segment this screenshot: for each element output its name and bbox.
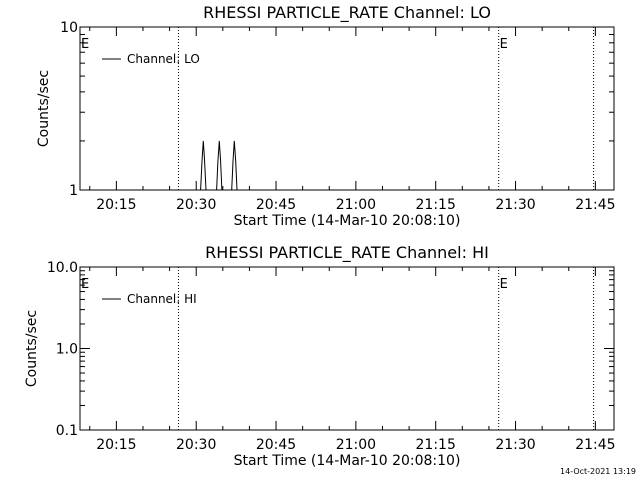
- x-tick-label: 21:15: [416, 437, 456, 453]
- y-tick-label: 1.0: [56, 342, 78, 358]
- x-tick-label: 21:45: [575, 197, 615, 213]
- event-label: E: [81, 37, 89, 52]
- x-tick-label: 21:00: [336, 437, 376, 453]
- x-tick-label: 20:45: [256, 197, 296, 213]
- x-tick-label: 20:15: [96, 197, 136, 213]
- chart-title: RHESSI PARTICLE_RATE Channel: HI: [205, 243, 489, 263]
- x-tick-label: 21:30: [495, 437, 535, 453]
- x-tick-label: 21:15: [416, 197, 456, 213]
- event-label: E: [81, 277, 89, 292]
- legend-entry-label: Channel: LO: [127, 52, 200, 66]
- chart-title: RHESSI PARTICLE_RATE Channel: LO: [203, 3, 491, 23]
- panel-hi: RHESSI PARTICLE_RATE Channel: HI Start T…: [24, 243, 616, 469]
- x-tick-label: 20:30: [176, 437, 216, 453]
- legend-entry-label: Channel: HI: [127, 292, 197, 306]
- y-axis-label: Counts/sec: [24, 310, 40, 387]
- x-axis-label: Start Time (14-Mar-10 20:08:10): [234, 453, 461, 469]
- x-tick-label: 21:00: [336, 197, 376, 213]
- x-axis-label: Start Time (14-Mar-10 20:08:10): [234, 213, 461, 229]
- y-tick-label: 0.1: [56, 423, 78, 439]
- x-tick-label: 20:15: [96, 437, 136, 453]
- x-tick-label: 21:30: [495, 197, 535, 213]
- panel-lo: RHESSI PARTICLE_RATE Channel: LO Start T…: [36, 3, 616, 229]
- series-line: [80, 140, 614, 191]
- x-tick-label: 21:45: [575, 437, 615, 453]
- y-tick-label: 10.0: [47, 260, 78, 276]
- y-axis-label: Counts/sec: [36, 70, 52, 147]
- event-label: E: [500, 277, 508, 292]
- y-tick-label: 1: [69, 183, 78, 199]
- x-tick-label: 20:30: [176, 197, 216, 213]
- event-label: E: [500, 37, 508, 52]
- x-tick-label: 20:45: [256, 437, 296, 453]
- y-tick-label: 10: [60, 20, 78, 36]
- footer-timestamp: 14-Oct-2021 13:19: [560, 467, 636, 476]
